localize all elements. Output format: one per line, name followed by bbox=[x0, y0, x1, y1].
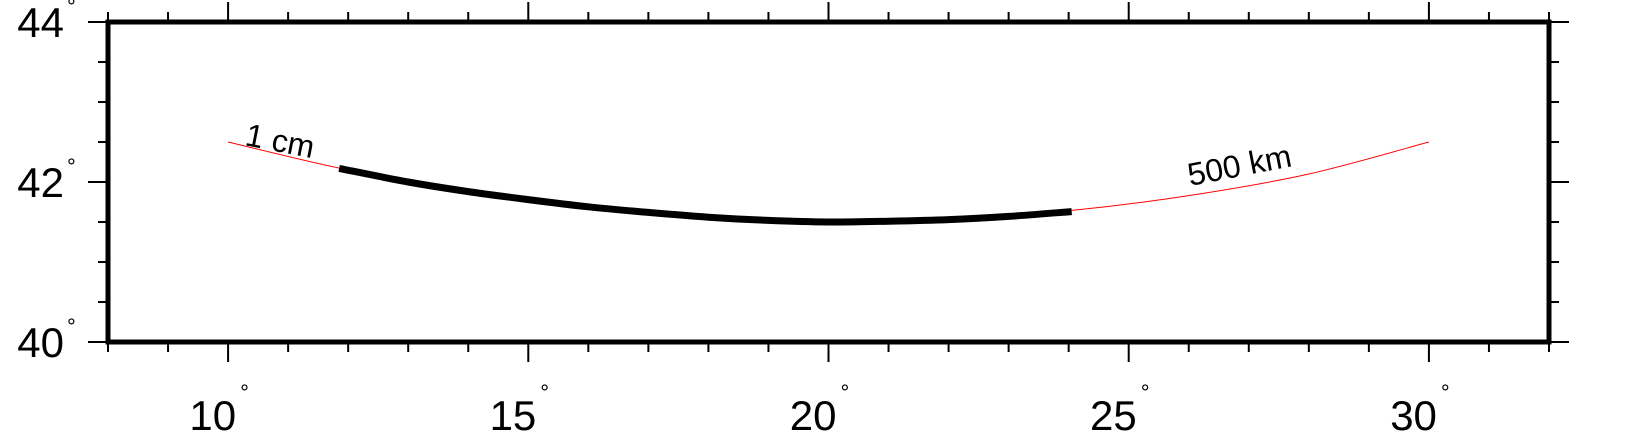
x-degree-symbol: ° bbox=[1141, 380, 1150, 405]
x-tick-label: 20 bbox=[790, 392, 837, 437]
y-degree-symbol: ° bbox=[67, 314, 76, 339]
axis-labels: 10 ° 15 ° 20 ° 25 ° 30 °40 °42 °44 ° bbox=[17, 0, 1449, 437]
x-degree-symbol: ° bbox=[1441, 380, 1450, 405]
end-label: 500 km bbox=[1184, 138, 1294, 193]
x-tick-label: 15 bbox=[490, 392, 537, 437]
y-degree-symbol: ° bbox=[67, 0, 76, 19]
x-degree-symbol: ° bbox=[240, 380, 249, 405]
map-frame bbox=[105, 19, 1552, 345]
x-degree-symbol: ° bbox=[540, 380, 549, 405]
x-tick-label: 10 bbox=[189, 392, 236, 437]
x-degree-symbol: ° bbox=[841, 380, 850, 405]
y-tick-label: 40 bbox=[17, 319, 64, 366]
start-label: 1 cm bbox=[243, 117, 318, 166]
x-tick-label: 25 bbox=[1090, 392, 1137, 437]
y-tick-label: 44 bbox=[17, 0, 64, 46]
y-tick-label: 42 bbox=[17, 159, 64, 206]
x-tick-label: 30 bbox=[1390, 392, 1437, 437]
y-degree-symbol: ° bbox=[67, 154, 76, 179]
map-ticks bbox=[88, 2, 1569, 362]
measured-segment bbox=[338, 164, 1072, 226]
